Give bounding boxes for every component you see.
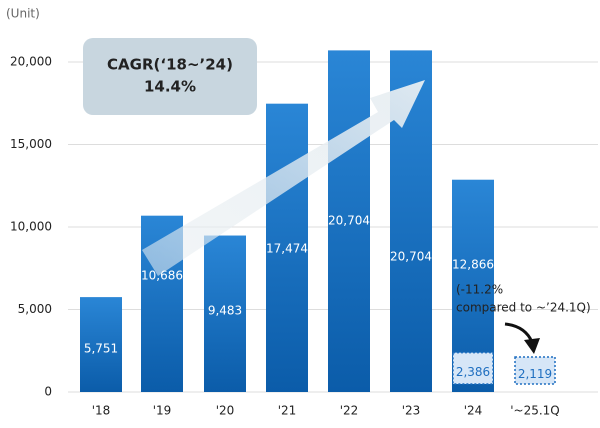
data-label: 12,866 (452, 258, 494, 272)
cagr-title: CAGR(‘18~’24) (107, 56, 233, 74)
pointer-arrow-head (524, 338, 540, 354)
x-tick-label: '22 (340, 404, 359, 418)
x-tick-label: '19 (153, 404, 172, 418)
y-tick-label: 20,000 (10, 55, 52, 69)
x-tick-label: '18 (92, 404, 111, 418)
y-tick-label: 0 (44, 385, 52, 399)
data-label: 5,751 (84, 342, 118, 356)
data-label: 20,704 (328, 214, 370, 228)
x-tick-label: '23 (402, 404, 421, 418)
q1-bar (452, 351, 494, 385)
x-tick-label: '21 (278, 404, 297, 418)
x-tick-label: '20 (216, 404, 235, 418)
unit-label: (Unit) (6, 7, 40, 21)
bar (80, 297, 122, 392)
q1-data-label: 2,386 (456, 365, 490, 379)
cagr-box (83, 38, 257, 115)
change-note: compared to ~’24.1Q) (456, 301, 591, 315)
x-tick-label: '24 (464, 404, 483, 418)
change-note: (-11.2% (456, 283, 503, 297)
y-tick-label: 15,000 (10, 137, 52, 151)
data-label: 20,704 (390, 250, 432, 264)
growth-arrow (142, 80, 425, 276)
cagr-value: 14.4% (144, 78, 196, 96)
bar (328, 50, 370, 392)
bar (204, 235, 246, 392)
data-label: 17,474 (266, 242, 308, 256)
y-tick-label: 5,000 (18, 302, 52, 316)
y-tick-label: 10,000 (10, 220, 52, 234)
pointer-arrow (504, 322, 534, 343)
q1-data-label: 2,119 (518, 367, 552, 381)
x-tick-label: '~25.1Q (510, 404, 560, 418)
data-label: 9,483 (208, 304, 242, 318)
data-label: 10,686 (141, 269, 183, 283)
q1-bar (514, 356, 556, 385)
bar (266, 103, 308, 392)
